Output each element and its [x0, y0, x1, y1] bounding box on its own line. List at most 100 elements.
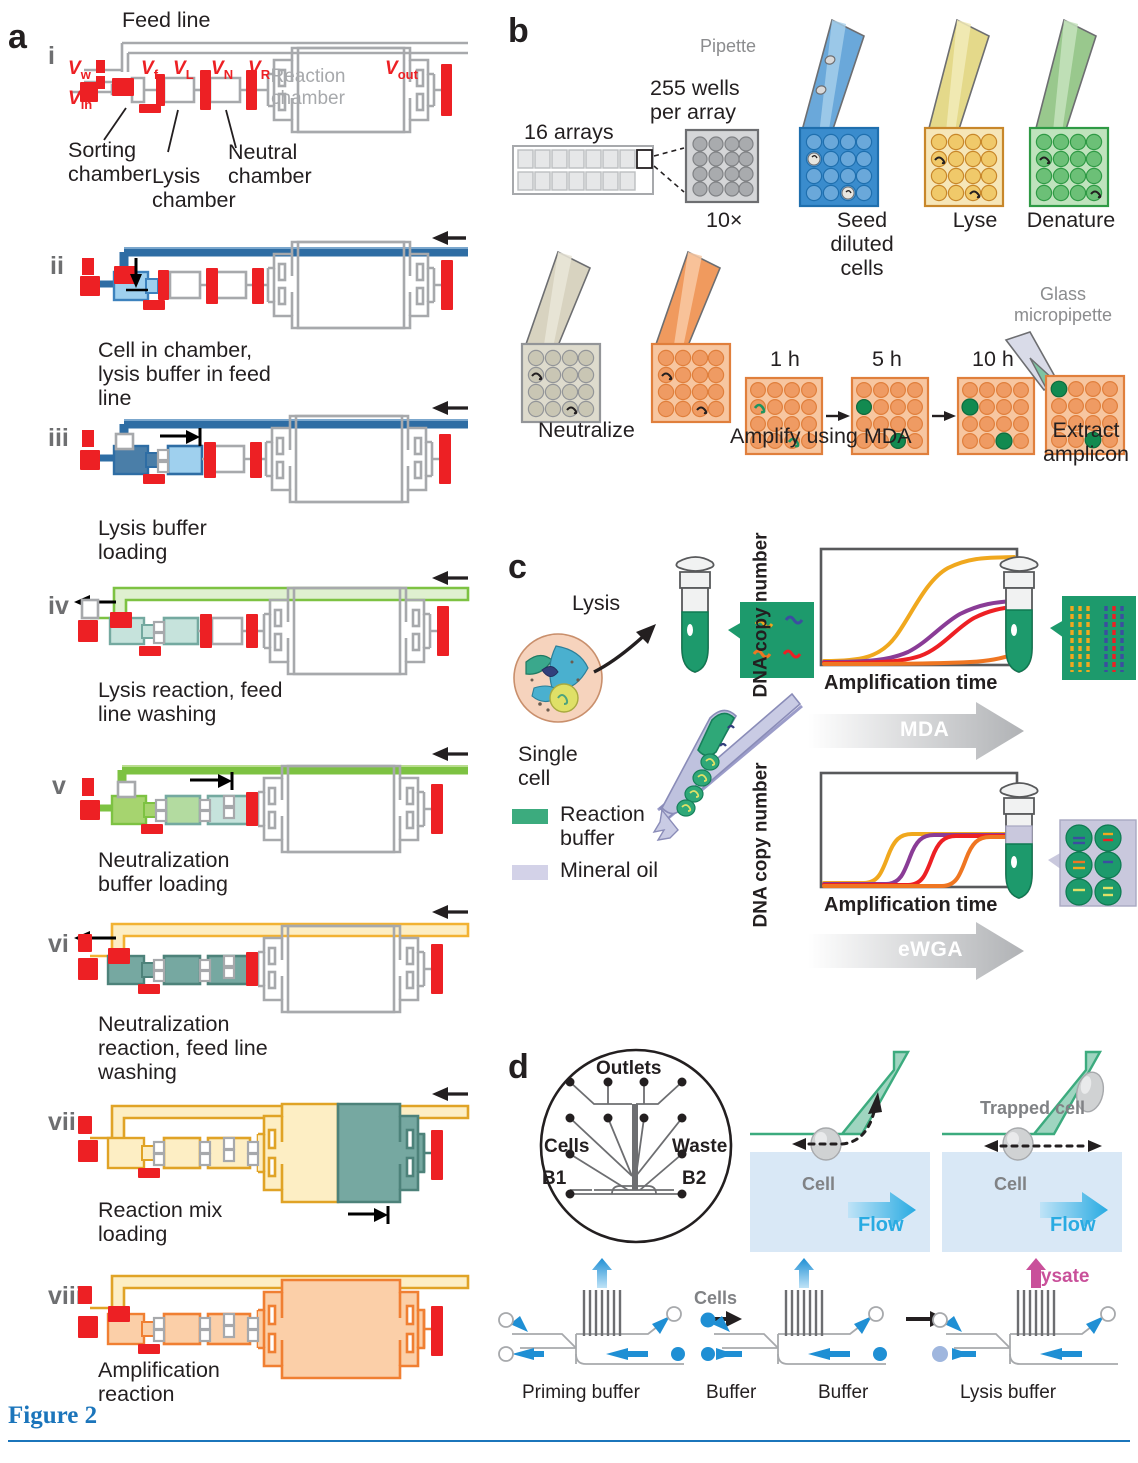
glass-micropipette-label: Glass micropipette: [1014, 284, 1112, 325]
trap-panel-1-cell-label: Cell: [802, 1174, 836, 1194]
ewga-chart-plot: [819, 771, 1019, 890]
stage-iv-schematic: [60, 570, 470, 690]
amplify-arrow-1: [826, 408, 852, 424]
stage-viii-schematic: [60, 1264, 470, 1394]
chip-label-waste: Waste: [672, 1136, 728, 1157]
mda-ylabel-text: DNA copy number: [751, 532, 773, 698]
valve-label-vin: Vin: [68, 88, 93, 112]
legend-reaction-buffer-l2: buffer: [560, 826, 615, 851]
valve-step-2-cells-label: Cells: [694, 1288, 738, 1308]
stage-vi-schematic: [60, 905, 470, 1026]
sorting-chamber-line2: chamber: [68, 162, 152, 187]
panel-b-letter: b: [508, 12, 529, 50]
valve-step-2-label-b: Buffer: [818, 1382, 869, 1403]
amplify-array-5h: [850, 376, 930, 456]
timepoint-10h-label: 10 h: [972, 347, 1014, 371]
valve-step-3-lysate-label: Lysate: [1030, 1266, 1090, 1287]
ewga-chart-xlabel: Amplification time: [824, 894, 998, 916]
stage-v-caption: Neutralization buffer loading: [98, 848, 230, 897]
trapped-cell-label: Trapped cell: [980, 1098, 1086, 1118]
panel-c-letter: c: [508, 548, 527, 586]
slide-graphic: [512, 140, 742, 210]
lysis-chamber-label: Lysis chamber: [152, 164, 236, 212]
panel-d-letter: d: [508, 1048, 529, 1086]
lyse-step-graphic: [915, 18, 1040, 218]
extract-step-label: Extract amplicon: [1036, 418, 1136, 466]
timepoint-5h-label: 5 h: [872, 347, 902, 371]
dna-callout-mda-input: [728, 600, 818, 690]
glass-micropipette-l1: Glass: [1040, 284, 1087, 304]
stage-vi-caption: Neutralization reaction, feed line washi…: [98, 1012, 268, 1085]
magnification-label: 10×: [706, 208, 743, 232]
pipette-label: Pipette: [700, 36, 757, 56]
sorting-chamber-line1: Sorting: [68, 138, 137, 162]
lysis-arrow: [590, 616, 676, 678]
figure-title: Figure 2: [8, 1402, 98, 1429]
valve-label-vr: VR: [248, 58, 271, 82]
ewga-ylabel-text: DNA copy number: [751, 762, 773, 928]
chip-circle-graphic: [528, 1048, 748, 1248]
stage-vii-caption: Reaction mix loading: [98, 1198, 223, 1247]
trap-panel-2-cell-label: Cell: [994, 1174, 1028, 1194]
extract-step-label-l1: Extract: [1052, 418, 1120, 442]
wells-per-array-label: 255 wells per array: [650, 76, 740, 124]
wells-per-array-l2: per array: [650, 100, 737, 125]
stage-iii-roman: iii: [48, 424, 69, 452]
denature-step-label: Denature: [1026, 208, 1116, 232]
neutral-chamber-line2: chamber: [228, 164, 312, 189]
stage-iii-caption: Lysis buffer loading: [98, 516, 207, 565]
array-10x-graphic: [684, 128, 764, 208]
legend-reaction-buffer-l1: Reaction: [560, 802, 645, 826]
extract-step-graphic: [1000, 330, 1135, 460]
droplet-callout-ewga-output: [1048, 818, 1138, 914]
neutral-chamber-label: Neutral chamber: [228, 140, 312, 188]
extract-step-label-l2: amplicon: [1042, 442, 1130, 467]
legend-mineral-oil-label: Mineral oil: [560, 858, 658, 882]
amplify-arrow-2: [932, 408, 958, 424]
neutral-chamber-line1: Neutral: [228, 140, 298, 164]
stage-ii-roman: ii: [50, 252, 64, 280]
legend-reaction-buffer-swatch: [512, 806, 548, 826]
ewga-chart-ylabel: DNA copy number: [748, 762, 776, 927]
mda-chart-xlabel: Amplification time: [824, 672, 998, 694]
mda-arrow-label: MDA: [900, 718, 950, 741]
lyse-step-label: Lyse: [952, 208, 998, 232]
mda-arrow-banner: [808, 700, 1028, 762]
seed-step-graphic: [790, 18, 920, 218]
valve-label-vout: Vout: [385, 58, 418, 82]
legend-mineral-oil-swatch: [512, 862, 548, 882]
seed-step-label-l2: diluted cells: [830, 232, 894, 281]
lysis-chamber-line1: Lysis: [152, 164, 201, 188]
trap-panel-2: [942, 1050, 1122, 1252]
stage-v-roman: v: [52, 772, 66, 800]
amplify-pipette-graphic: [640, 250, 760, 450]
svg-text:chamber: chamber: [271, 88, 346, 109]
figure-rule: [8, 1440, 1130, 1442]
valve-label-vw: Vw: [68, 58, 91, 82]
sorting-chamber-label: Sorting chamber: [68, 138, 152, 186]
trap-panel-1: [750, 1050, 930, 1252]
valve-step-1: [498, 1258, 698, 1388]
chip-label-cells: Cells: [544, 1136, 590, 1157]
ewga-arrow-banner: [808, 920, 1028, 982]
dna-callout-mda-output: [1050, 594, 1138, 690]
stage-i-roman: i: [48, 42, 55, 70]
glass-micropipette-l2: micropipette: [1014, 304, 1113, 325]
stage-vii-roman: vii: [48, 1108, 76, 1136]
valve-label-vl: VL: [173, 58, 194, 82]
chip-label-b2: B2: [682, 1168, 707, 1189]
valve-label-vn: VN: [211, 58, 234, 82]
tube-mda-output: [984, 552, 1060, 692]
chip-label-outlets: Outlets: [596, 1058, 662, 1079]
chip-label-b1: B1: [542, 1168, 567, 1189]
feed-line-label: Feed line: [122, 8, 211, 32]
single-cell-label-l1: Single: [518, 742, 578, 766]
stage-i-schematic: Reaction chamber: [60, 30, 470, 153]
arrays-per-slide-l1: 16 arrays: [524, 120, 614, 144]
single-cell-graphic: [506, 628, 616, 738]
stage-ii-caption: Cell in chamber, lysis buffer in feed li…: [98, 338, 271, 411]
timepoint-1h-label: 1 h: [770, 347, 800, 371]
valve-step-3: [932, 1258, 1132, 1388]
neutralize-step-graphic: [510, 250, 640, 450]
